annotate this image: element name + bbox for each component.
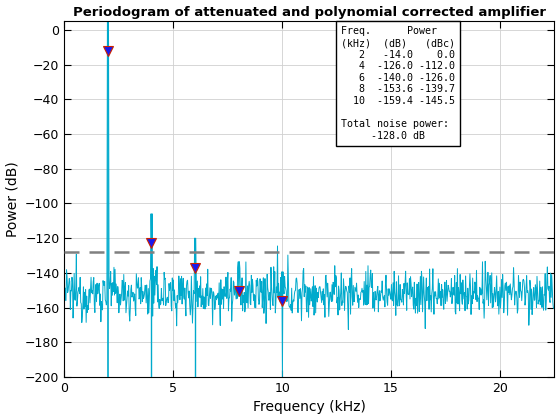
Y-axis label: Power (dB): Power (dB) xyxy=(6,161,20,237)
Text: Freq.      Power
(kHz)  (dB)   (dBc)
   2   -14.0    0.0
   4  -126.0 -112.0
   : Freq. Power (kHz) (dB) (dBc) 2 -14.0 0.0… xyxy=(341,26,455,141)
Title: Periodogram of attenuated and polynomial corrected amplifier: Periodogram of attenuated and polynomial… xyxy=(73,5,546,18)
X-axis label: Frequency (kHz): Frequency (kHz) xyxy=(253,400,366,415)
